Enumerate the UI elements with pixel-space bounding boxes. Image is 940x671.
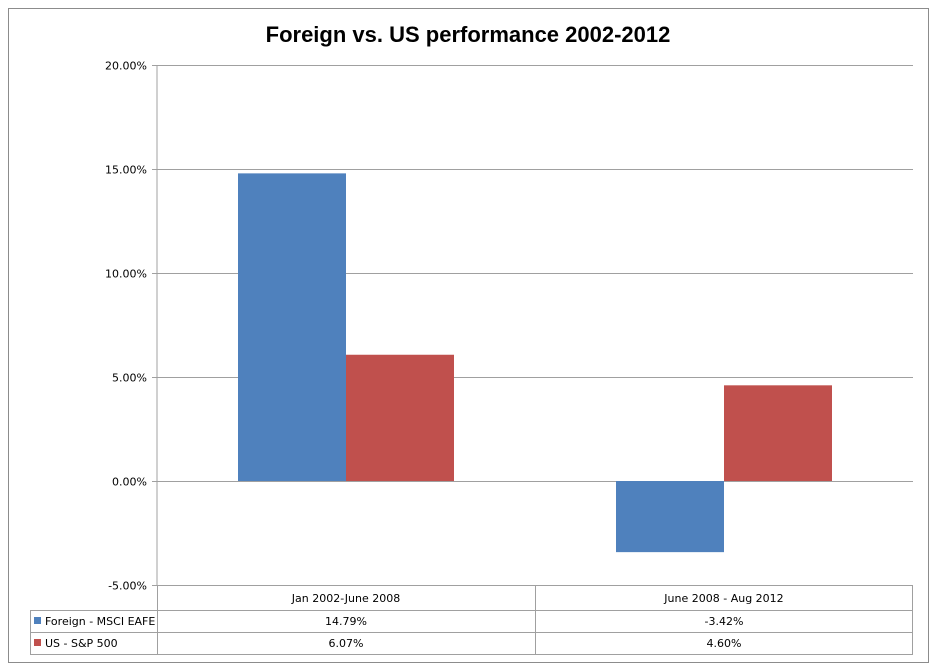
y-tick-label: 20.00% xyxy=(105,60,147,73)
legend-label: US - S&P 500 xyxy=(45,637,118,650)
bar xyxy=(346,354,454,481)
bar xyxy=(724,385,832,481)
bar xyxy=(238,173,346,482)
data-label: 14.79% xyxy=(325,615,367,628)
data-table: Jan 2002-June 2008 June 2008 - Aug 2012 Fo… xyxy=(30,585,913,655)
y-tick-label: 5.00% xyxy=(112,372,147,385)
y-axis-ticks: 20.00% 15.00% 10.00% 5.00% 0.00% -5.00% xyxy=(105,60,147,593)
x-tick-label: June 2008 - Aug 2012 xyxy=(663,592,783,605)
y-tick-label: 10.00% xyxy=(105,268,147,281)
bar xyxy=(616,481,724,553)
data-label: 4.60% xyxy=(707,637,742,650)
legend-swatch xyxy=(34,639,41,646)
chart-frame xyxy=(8,8,929,663)
data-label: 6.07% xyxy=(329,637,364,650)
y-tick-label: 15.00% xyxy=(105,164,147,177)
legend-swatch xyxy=(34,617,41,624)
data-label: -3.42% xyxy=(705,615,744,628)
bars xyxy=(238,173,832,553)
chart-title: Foreign vs. US performance 2002-2012 xyxy=(266,22,671,47)
y-tick-label: 0.00% xyxy=(112,476,147,489)
legend-label: Foreign - MSCI EAFE xyxy=(45,615,155,628)
x-tick-label: Jan 2002-June 2008 xyxy=(291,592,400,605)
y-tick-label: -5.00% xyxy=(108,580,147,593)
